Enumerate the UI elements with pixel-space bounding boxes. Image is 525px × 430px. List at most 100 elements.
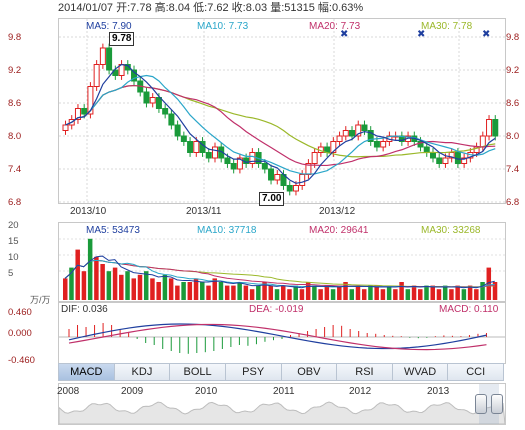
candle-body — [479, 135, 486, 148]
tab-kdj[interactable]: KDJ — [114, 363, 171, 381]
timeline-year-label: 2011 — [273, 386, 295, 397]
vol-ma20-label: MA20: 29641 — [309, 225, 369, 236]
volume-bar — [249, 289, 255, 300]
candle-body — [168, 113, 175, 126]
candle-body — [87, 86, 94, 115]
volume-bar — [355, 285, 361, 300]
macd-y-tick: 0.000 — [8, 328, 32, 339]
candle-body — [99, 47, 106, 65]
candle-body — [74, 108, 81, 120]
candle-body — [180, 135, 187, 142]
ma10-line — [65, 74, 496, 175]
volume-bar — [349, 289, 355, 300]
candle-body — [342, 130, 349, 137]
timeline-year-label: 2008 — [57, 386, 80, 397]
tab-psy[interactable]: PSY — [225, 363, 282, 381]
volume-bar — [218, 282, 224, 300]
volume-bar — [380, 289, 386, 300]
candle-body — [461, 157, 468, 164]
candle-body — [423, 146, 430, 153]
volume-bar — [486, 267, 492, 300]
candle-body — [124, 64, 131, 71]
macd-chart-panel[interactable]: DIF: 0.036 DEA: -0.019 MACD: 0.110 — [58, 302, 506, 364]
volume-bar — [424, 285, 429, 300]
price-y-tick-right: 9.8 — [506, 32, 520, 43]
volume-bar — [461, 289, 467, 300]
volume-bar — [312, 285, 317, 300]
indicator-tab-bar: MACD KDJ BOLL PSY OBV RSI WVAD CCI — [58, 363, 504, 381]
ma5-label: MA5: 7.90 — [86, 21, 132, 32]
volume-bar — [125, 271, 130, 300]
tab-wvad[interactable]: WVAD — [392, 363, 449, 381]
volume-bar — [393, 289, 398, 300]
price-y-tick: 9.8 — [8, 32, 22, 43]
volume-bar — [175, 285, 180, 300]
price-y-tick-right: 8.0 — [506, 131, 520, 142]
candle-body — [143, 91, 150, 104]
tab-obv[interactable]: OBV — [281, 363, 338, 381]
volume-bar — [492, 282, 498, 300]
volume-bar — [411, 285, 417, 300]
volume-bar — [374, 285, 379, 300]
candle-body — [442, 157, 449, 164]
macd-y-tick: -0.460 — [8, 355, 35, 366]
timeline-navigator[interactable]: 2008 2009 2010 2011 2012 2013 — [57, 383, 506, 425]
volume-bar — [361, 289, 367, 300]
volume-chart-panel[interactable]: MA5: 53473 MA10: 37718 MA20: 29641 MA30:… — [58, 222, 506, 302]
tab-rsi[interactable]: RSI — [337, 363, 393, 381]
volume-bar — [200, 282, 205, 300]
candle-body — [155, 97, 162, 109]
candle-body — [486, 119, 493, 137]
candle-body — [367, 130, 374, 142]
tab-boll[interactable]: BOLL — [170, 363, 226, 381]
volume-bar — [131, 278, 137, 300]
volume-bar — [243, 285, 249, 300]
volume-unit-label: 万/万 — [30, 295, 51, 305]
candle-body — [436, 157, 443, 164]
volume-bar — [436, 289, 442, 300]
timeline-right-handle[interactable] — [491, 394, 503, 414]
ma20-label: MA20: 7.73 — [309, 21, 361, 32]
price-y-tick: 9.2 — [8, 65, 22, 76]
quote-summary: 2014/01/07 开:7.78 高:8.04 低:7.62 收:8.03 量… — [58, 2, 364, 14]
candle-body — [380, 141, 387, 148]
candle-body — [174, 124, 181, 137]
volume-bar — [112, 267, 118, 300]
volume-y-tick: 15 — [8, 236, 19, 247]
candle-body — [336, 135, 343, 142]
volume-bar — [418, 289, 423, 300]
timeline-left-handle[interactable] — [475, 394, 487, 414]
volume-y-tick: 5 — [8, 268, 14, 279]
tab-cci[interactable]: CCI — [448, 363, 504, 381]
volume-y-tick: 20 — [8, 220, 19, 231]
volume-bar — [262, 282, 267, 300]
volume-bar — [100, 264, 105, 300]
volume-bar — [143, 271, 149, 300]
volume-bar — [181, 282, 186, 300]
volume-bar — [268, 285, 274, 300]
tab-macd[interactable]: MACD — [58, 363, 115, 381]
candlestick-chart: ✖ ✖ ✖ — [59, 19, 505, 203]
volume-bar — [274, 289, 280, 300]
price-chart-panel[interactable]: ✖ ✖ ✖ MA5: 7.90 MA10: 7.73 MA20: 7.73 MA30… — [58, 18, 506, 206]
volume-bar — [63, 278, 68, 300]
volume-bar — [430, 285, 435, 300]
volume-bar — [69, 267, 74, 300]
volume-bar — [442, 285, 448, 300]
price-y-tick-right: 7.4 — [506, 164, 520, 175]
dea-line — [68, 323, 487, 351]
x-marker-icon: ✖ — [482, 29, 490, 40]
volume-bar — [293, 285, 298, 300]
volume-bar — [330, 289, 336, 300]
price-y-tick: 8.6 — [8, 98, 22, 109]
candle-body — [93, 64, 100, 87]
candle-body — [62, 124, 69, 131]
volume-bar — [343, 282, 348, 300]
volume-bar — [212, 278, 217, 300]
price-y-tick: 8.0 — [8, 131, 22, 142]
volume-bar — [106, 271, 112, 300]
candle-body — [429, 152, 436, 159]
candle-body — [355, 124, 362, 137]
date-axis-label: 2013/12 — [319, 206, 356, 217]
candle-body — [224, 157, 231, 164]
